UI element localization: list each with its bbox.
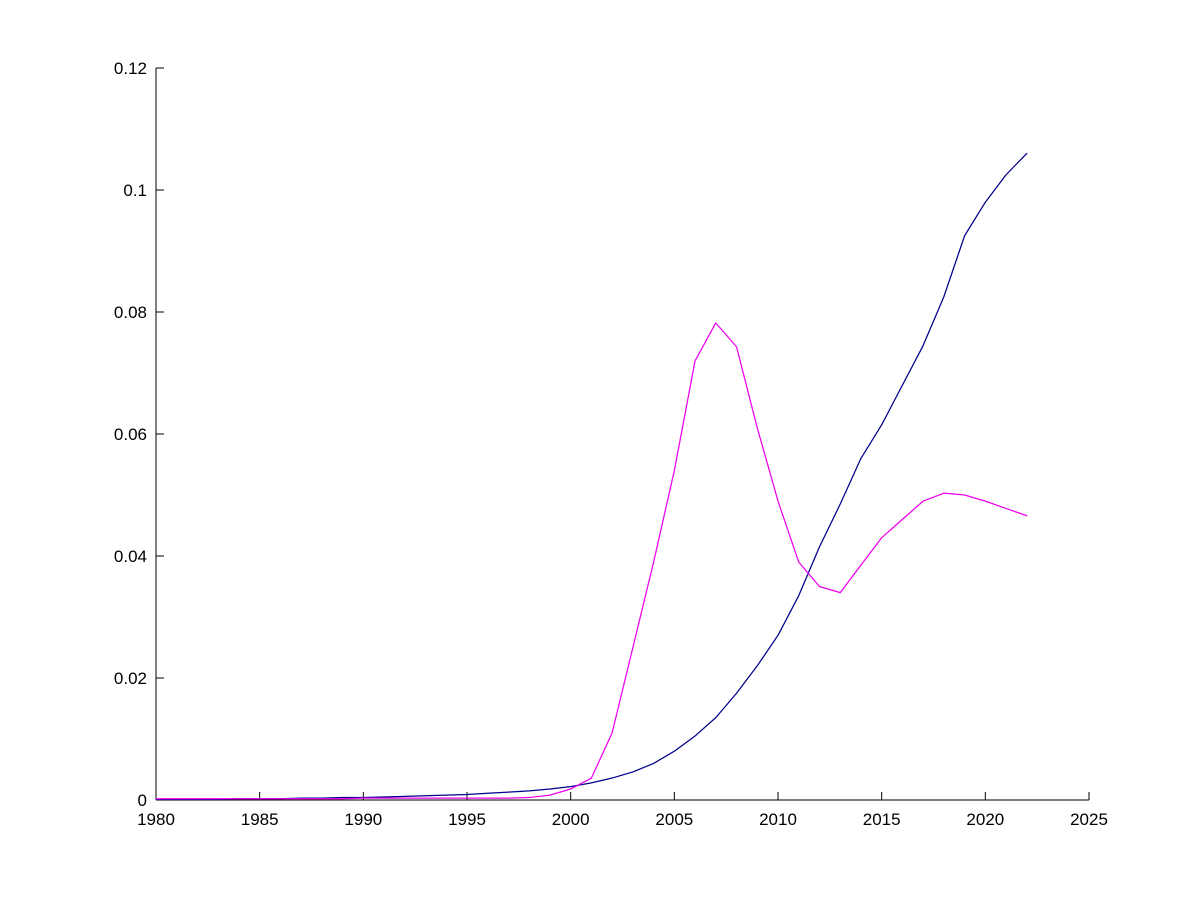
y-tick-label: 0 — [138, 791, 147, 810]
x-tick-label: 2000 — [552, 810, 590, 829]
y-tick-label: 0.02 — [114, 669, 147, 688]
x-tick-label: 1990 — [344, 810, 382, 829]
y-tick-label: 0.06 — [114, 425, 147, 444]
magenta-series-line — [155, 322, 1028, 800]
x-tick-label: 2005 — [655, 810, 693, 829]
x-tick-label: 2015 — [863, 810, 901, 829]
x-tick-label: 2020 — [966, 810, 1004, 829]
y-tick-label: 0.12 — [114, 59, 147, 78]
y-tick-label: 0.04 — [114, 547, 147, 566]
x-tick-label: 1995 — [448, 810, 486, 829]
y-tick-label: 0.1 — [123, 181, 147, 200]
x-tick-label: 1985 — [241, 810, 279, 829]
x-tick-label: 2010 — [759, 810, 797, 829]
dark-blue-series-line — [155, 152, 1028, 801]
x-tick-label: 2025 — [1070, 810, 1108, 829]
y-tick-label: 0.08 — [114, 303, 147, 322]
x-tick-label: 1980 — [137, 810, 175, 829]
